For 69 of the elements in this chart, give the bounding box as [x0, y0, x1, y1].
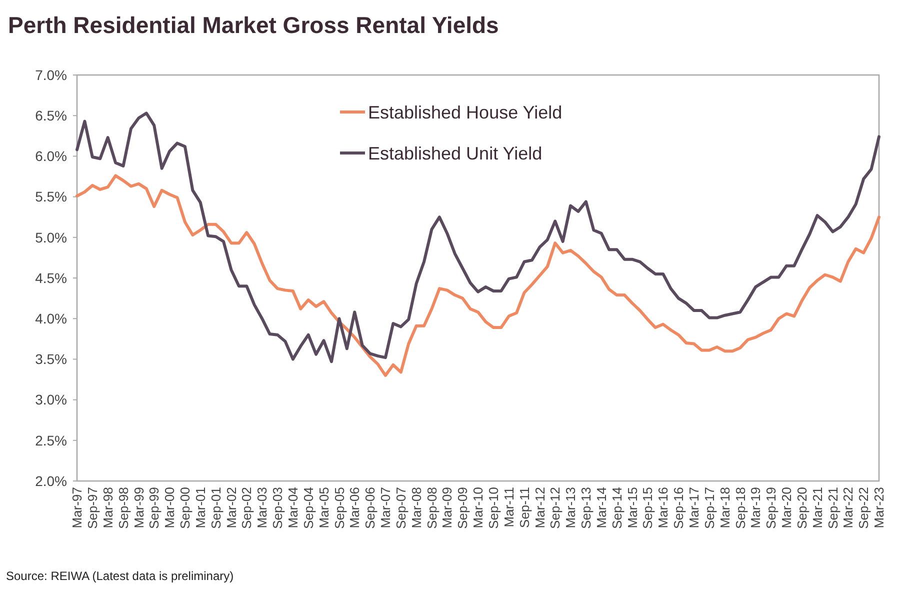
x-tick-label: Mar-13 — [563, 487, 578, 528]
x-tick-label: Sep-11 — [516, 487, 532, 528]
x-tick-label: Mar-06 — [347, 487, 362, 528]
x-tick-label: Mar-16 — [656, 487, 671, 528]
y-tick-label: 7.0% — [35, 66, 67, 83]
x-tick-label: Sep-09 — [455, 487, 470, 529]
x-tick-label: Mar-09 — [440, 487, 455, 528]
x-tick-label: Mar-10 — [470, 487, 486, 528]
x-tick-label: Mar-19 — [748, 487, 764, 528]
x-tick-label: Mar-17 — [686, 487, 702, 528]
x-tick-label: Sep-06 — [362, 487, 378, 529]
x-tick-label: Mar-21 — [810, 487, 825, 528]
x-tick-label: Sep-19 — [764, 487, 779, 529]
x-tick-label: Sep-07 — [393, 487, 408, 529]
x-tick-label: Mar-97 — [70, 487, 85, 528]
line-series — [76, 174, 880, 377]
x-tick-label: Mar-04 — [285, 487, 300, 528]
legend-label: Established House Yield — [368, 102, 562, 122]
x-tick-label: Mar-18 — [717, 487, 732, 528]
x-tick-label: Mar-14 — [594, 487, 609, 528]
x-tick-label: Sep-10 — [486, 487, 501, 529]
x-tick-label: Sep-00 — [178, 487, 193, 529]
legend-label: Established Unit Yield — [368, 143, 542, 164]
x-tick-label: Mar-22 — [840, 487, 856, 528]
x-tick-label: Sep-04 — [300, 487, 316, 529]
x-tick-label: Sep-02 — [239, 487, 254, 529]
y-tick-label: 4.5% — [35, 270, 67, 286]
x-tick-label: Mar-12 — [532, 487, 548, 528]
x-tick-label: Sep-15 — [640, 487, 656, 529]
x-tick-label: Mar-20 — [779, 487, 794, 528]
x-tick-label: Sep-03 — [270, 487, 286, 529]
x-tick-label: Mar-99 — [131, 487, 146, 528]
x-tick-label: Sep-21 — [825, 487, 840, 529]
x-tick-label: Mar-03 — [254, 487, 270, 528]
y-tick-label: 4.0% — [35, 310, 67, 326]
y-tick-label: 2.0% — [35, 472, 67, 489]
x-tick-label: Sep-97 — [84, 487, 100, 529]
x-tick-label: Sep-17 — [702, 487, 717, 529]
x-tick-label: Sep-18 — [732, 487, 748, 529]
x-tick-label: Mar-15 — [624, 487, 640, 528]
y-tick-label: 2.5% — [35, 432, 67, 448]
chart-title: Perth Residential Market Gross Rental Yields — [8, 12, 499, 38]
y-tick-label: 3.0% — [35, 392, 67, 408]
x-tick-label: Mar-07 — [378, 487, 394, 528]
x-tick-label: Mar-11 — [501, 487, 516, 528]
x-tick-label: Mar-23 — [872, 487, 887, 528]
source-note: Source: REIWA (Latest data is preliminary) — [6, 569, 234, 583]
x-tick-label: Sep-20 — [794, 487, 810, 529]
x-tick-label: Sep-99 — [146, 487, 162, 529]
x-tick-label: Sep-22 — [856, 487, 872, 529]
x-tick-label: Sep-98 — [116, 487, 131, 529]
y-tick-label: 6.5% — [35, 108, 67, 124]
y-tick-label: 6.0% — [35, 148, 67, 164]
x-tick-label: Mar-05 — [316, 487, 332, 528]
y-tick-label: 5.5% — [35, 188, 67, 205]
x-tick-label: Sep-08 — [424, 487, 440, 529]
x-tick-label: Mar-02 — [224, 487, 239, 528]
x-tick-label: Sep-16 — [671, 487, 686, 529]
x-tick-label: Sep-05 — [332, 487, 347, 529]
x-tick-label: Sep-12 — [548, 487, 563, 529]
x-tick-label: Mar-01 — [192, 487, 208, 528]
x-tick-label: Sep-14 — [609, 487, 624, 529]
y-tick-label: 5.0% — [35, 229, 67, 246]
x-tick-label: Sep-01 — [208, 487, 224, 529]
x-tick-label: Mar-98 — [100, 487, 116, 528]
y-tick-label: 3.5% — [35, 351, 67, 368]
x-tick-label: Sep-13 — [578, 487, 594, 529]
x-tick-label: Mar-00 — [162, 487, 178, 528]
x-tick-label: Mar-08 — [408, 487, 424, 528]
